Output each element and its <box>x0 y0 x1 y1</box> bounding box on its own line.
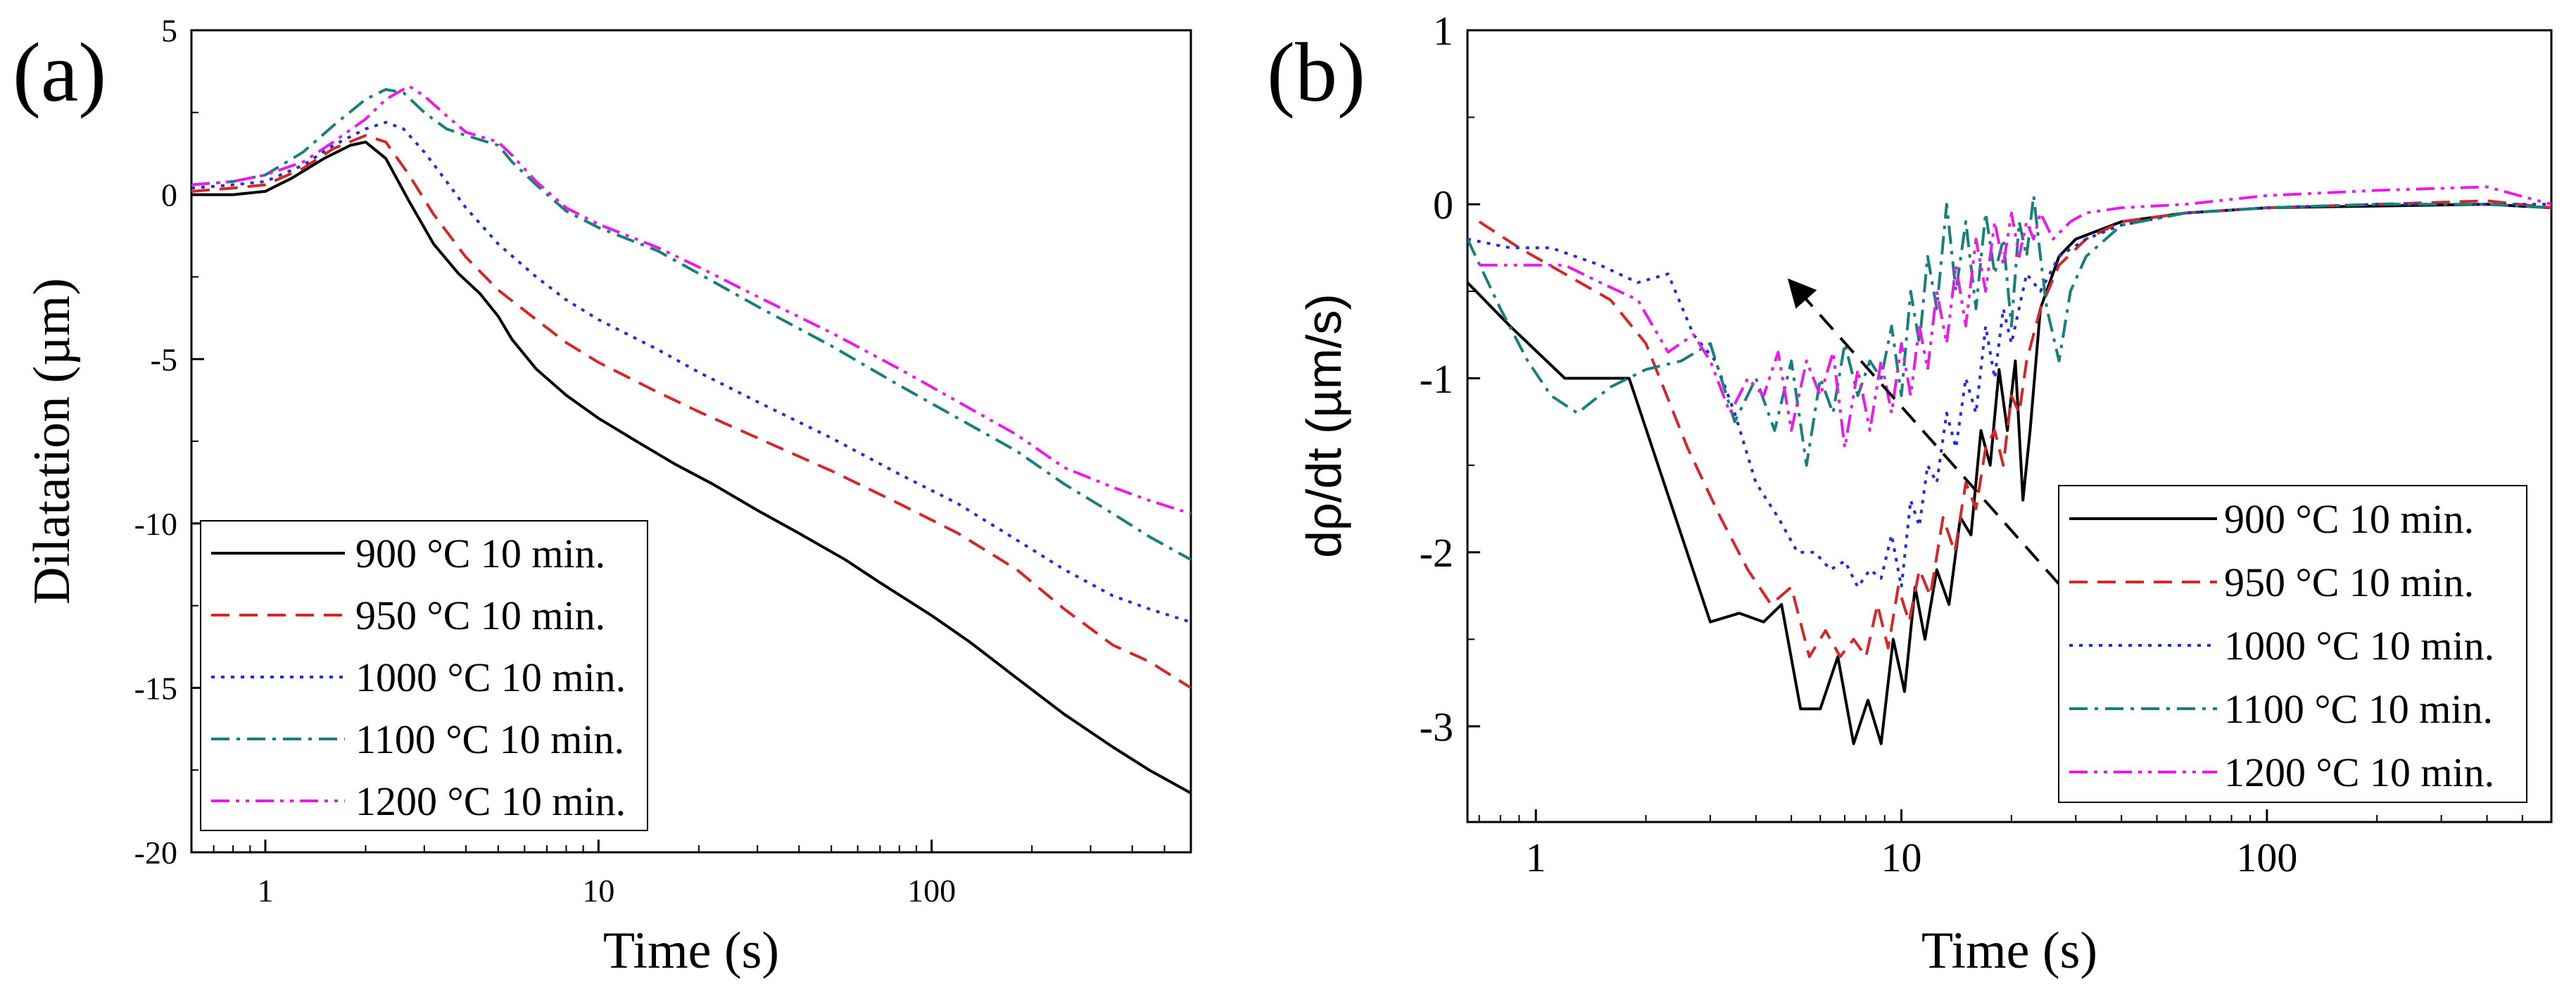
panel-a-y-axis-title: Dilatation (µm) <box>23 278 81 605</box>
y-tick-label: -3 <box>1420 704 1453 750</box>
trend-arrow <box>1787 278 2102 632</box>
panel-b-annotation <box>1787 278 2102 632</box>
panel-b-legend: 900 °C 10 min. 950 °C 10 min. 1000 °C 10 m… <box>2058 485 2527 803</box>
x-tick-label: 100 <box>2236 835 2297 880</box>
panel-b-plot-frame <box>1466 29 2553 823</box>
panel-b-derivative-chart: (b) dρ/dt (µm/s) Time (s) 1 10 100-3-2-101… <box>1267 8 2553 980</box>
series-line-4 <box>191 88 1191 561</box>
panel-b-label: (b) <box>1267 25 1365 119</box>
panel-a-legend: 900 °C 10 min. 950 °C 10 min. 1000 °C 10 m… <box>200 520 648 831</box>
legend-label-1: 900 °C 10 min. <box>2224 496 2474 542</box>
y-tick-label: -15 <box>134 671 177 707</box>
panel-a-label: (a) <box>13 25 106 119</box>
y-tick-label: 1 <box>1433 8 1453 53</box>
series-line-2 <box>191 134 1191 690</box>
legend-label-3: 1000 °C 10 min. <box>2224 623 2494 669</box>
panel-b-axes: 1 10 100 -3 -2 -1 0 1 <box>1420 8 2523 880</box>
legend-label-5: 1200 °C 10 min. <box>355 778 626 824</box>
legend-label-3: 1000 °C 10 min. <box>355 655 626 700</box>
series-line-2 <box>1478 199 2551 659</box>
series-line-5 <box>1479 185 2551 450</box>
x-tick-label: 1 <box>258 873 274 909</box>
legend-label-2: 950 °C 10 min. <box>355 593 605 638</box>
x-tick-label: 1 <box>1526 835 1546 880</box>
y-tick-label: 0 <box>1433 182 1453 228</box>
y-tick-label: -5 <box>151 341 177 377</box>
x-tick-label: 10 <box>582 873 614 909</box>
y-tick-label: 0 <box>161 177 177 213</box>
panel-b-legend-box <box>2058 485 2527 803</box>
panel-b-y-axis-title: dρ/dt (µm/s) <box>1296 293 1351 558</box>
series-line-3 <box>191 120 1191 624</box>
panel-a-dilatation-chart: (a) Dilatation (µm) Time (s) 1 10 100 -20 -1… <box>13 13 1192 980</box>
y-tick-label: -2 <box>1420 530 1453 576</box>
x-tick-label: 100 <box>907 873 956 909</box>
y-tick-label: 5 <box>161 13 177 49</box>
y-tick-label: -20 <box>134 835 177 871</box>
panel-a-series-lines <box>191 84 1191 795</box>
series-line-3 <box>1467 203 2551 589</box>
panel-b-x-axis-title: Time (s) <box>1921 922 2097 980</box>
panel-a-x-axis-title: Time (s) <box>603 922 779 980</box>
series-line-4 <box>1467 194 2551 467</box>
legend-label-4: 1100 °C 10 min. <box>2224 686 2493 732</box>
y-tick-label: -10 <box>134 506 177 542</box>
series-line-1 <box>191 140 1191 795</box>
legend-label-5: 1200 °C 10 min. <box>2224 750 2494 795</box>
legend-label-1: 900 °C 10 min. <box>355 531 605 576</box>
y-tick-label: -1 <box>1420 356 1453 402</box>
panel-a-legend-box <box>200 520 648 831</box>
x-tick-label: 10 <box>1881 835 1922 880</box>
series-line-5 <box>191 84 1191 515</box>
panel-b-series-lines <box>1467 185 2551 745</box>
panel-a-axes: 1 10 100 -20 -15 -10 -5 0 5 <box>134 13 1166 909</box>
series-line-1 <box>1467 203 2551 745</box>
legend-label-2: 950 °C 10 min. <box>2224 560 2474 605</box>
legend-label-4: 1100 °C 10 min. <box>355 716 624 762</box>
